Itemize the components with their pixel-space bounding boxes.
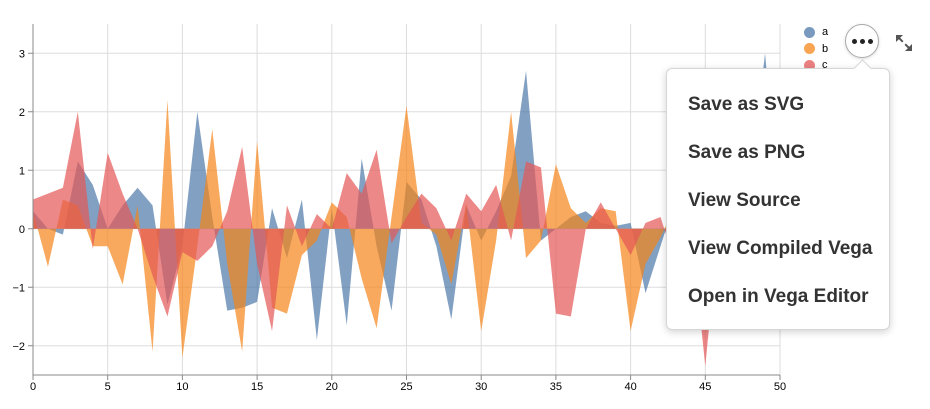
actions-menu: Save as SVG Save as PNG View Source View… [666,68,890,330]
x-tick-label-15: 15 [251,381,263,393]
x-tick-label-5: 5 [105,381,111,393]
x-tick-label-30: 30 [475,381,487,393]
menu-view-source[interactable]: View Source [688,190,801,211]
y-tick-label-1: 1 [19,165,25,177]
area-series-c [33,111,780,367]
legend-label-b: b [822,42,829,55]
y-tick-label--1: −1 [12,282,25,294]
x-tick-label-0: 0 [30,381,36,393]
x-tick-label-25: 25 [400,381,412,393]
legend-swatch-c [804,59,815,71]
legend-item-a: a [804,24,828,41]
legend-item-b: b [804,41,828,58]
menu-save-svg[interactable]: Save as SVG [688,94,805,115]
more-horizontal-icon [851,38,873,44]
menu-open-vega-editor[interactable]: Open in Vega Editor [688,286,869,307]
y-tick-label-3: 3 [19,48,25,60]
menu-view-compiled-vega[interactable]: View Compiled Vega [688,238,873,259]
legend-swatch-b [804,43,815,55]
x-tick-label-40: 40 [624,381,636,393]
x-tick-label-50: 50 [774,381,786,393]
menu-save-png[interactable]: Save as PNG [688,142,806,163]
legend-label-a: a [822,26,829,39]
expand-icon[interactable] [893,32,915,54]
y-tick-label--2: −2 [12,341,25,353]
y-tick-label-2: 2 [19,107,25,119]
x-tick-label-20: 20 [326,381,338,393]
legend-swatch-a [804,26,815,38]
legend-item-c: c [804,57,828,74]
legend: a b c [804,24,828,74]
x-tick-label-10: 10 [176,381,188,393]
actions-menu-button[interactable] [845,24,879,58]
legend-label-c: c [822,59,828,72]
x-tick-label-35: 35 [550,381,562,393]
x-tick-label-45: 45 [699,381,711,393]
y-tick-label-0: 0 [19,224,25,236]
